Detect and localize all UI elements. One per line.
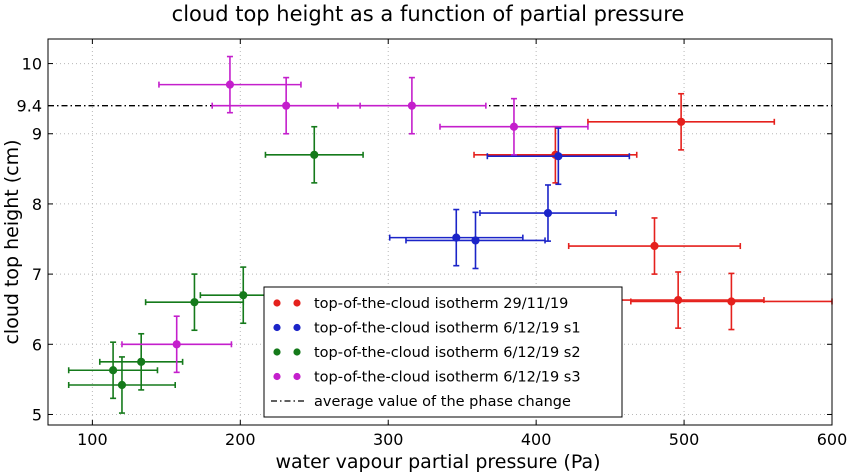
y-tick-label: 5 — [32, 405, 42, 424]
point-marker — [225, 80, 235, 89]
axis-ticks: 100 200 300 400 500 600 5 6 7 8 9 10 — [22, 39, 848, 449]
point-marker — [407, 101, 416, 110]
legend-box — [263, 286, 623, 418]
legend-marker — [273, 323, 281, 332]
legend-item: top-of-the-cloud isotherm 6/12/19 s1 — [273, 321, 581, 337]
point-marker — [172, 340, 181, 349]
point-marker — [677, 117, 686, 126]
y-tick-label: 8 — [32, 195, 42, 214]
point-marker — [674, 295, 683, 305]
data-point — [211, 76, 361, 135]
y-axis-label: cloud top height (cm) — [1, 139, 23, 344]
data-series — [67, 55, 833, 414]
data-point — [337, 76, 487, 135]
point-marker — [282, 101, 291, 110]
legend-item: average value of the phase change — [271, 394, 571, 410]
data-point — [439, 97, 589, 156]
x-tick-label: 200 — [225, 430, 256, 449]
x-tick-label: 300 — [373, 430, 404, 449]
data-point — [121, 315, 233, 374]
legend-item: top-of-the-cloud isotherm 6/12/19 s2 — [273, 345, 581, 361]
data-point — [405, 211, 546, 270]
x-tick-label: 600 — [817, 430, 848, 449]
y-tick-label: 10 — [22, 55, 42, 74]
data-point — [479, 184, 617, 242]
data-point — [486, 127, 631, 186]
legend-label: top-of-the-cloud isotherm 29/11/19 — [314, 296, 568, 312]
data-point — [158, 55, 302, 114]
data-point — [67, 341, 159, 400]
legend-marker — [293, 372, 301, 381]
data-point — [67, 356, 177, 414]
plot-frame — [47, 38, 833, 426]
x-tick-label: 100 — [77, 430, 108, 449]
legend-marker — [273, 348, 281, 356]
point-marker — [471, 236, 480, 245]
legend-marker — [273, 372, 281, 381]
point-marker — [650, 241, 659, 251]
data-point — [388, 208, 524, 267]
y-tick-label: 6 — [32, 335, 42, 354]
legend-item: top-of-the-cloud isotherm 29/11/19 — [273, 296, 568, 312]
point-marker — [117, 380, 127, 390]
series-3 — [67, 125, 364, 414]
legend-marker — [293, 323, 301, 332]
legend: top-of-the-cloud isotherm 29/11/19 top-of… — [263, 286, 623, 418]
point-marker — [239, 291, 248, 300]
data-point — [264, 125, 364, 184]
x-axis-label: water vapour partial pressure (Pa) — [275, 451, 600, 473]
legend-label: top-of-the-cloud isotherm 6/12/19 s3 — [314, 370, 581, 386]
data-point — [144, 273, 245, 332]
legend-marker — [293, 299, 301, 307]
point-marker — [137, 357, 146, 366]
chart-title: cloud top height as a function of partia… — [172, 2, 685, 26]
point-marker — [727, 297, 736, 306]
point-marker — [310, 150, 319, 159]
reference-line-label: 9.4 — [17, 97, 42, 116]
data-point — [567, 217, 742, 275]
point-marker — [509, 122, 519, 131]
x-tick-label: 400 — [521, 430, 552, 449]
legend-label: average value of the phase change — [314, 394, 571, 410]
point-marker — [190, 298, 199, 307]
y-tick-label: 9 — [32, 125, 42, 144]
y-tick-label: 7 — [32, 265, 42, 284]
legend-marker — [273, 299, 281, 307]
legend-label: top-of-the-cloud isotherm 6/12/19 s2 — [314, 345, 581, 361]
series-2 — [388, 127, 631, 270]
point-marker — [554, 152, 563, 161]
legend-item: top-of-the-cloud isotherm 6/12/19 s3 — [273, 370, 581, 386]
point-marker — [108, 366, 118, 375]
data-point — [630, 272, 833, 331]
point-marker — [543, 208, 553, 218]
data-point — [199, 266, 287, 325]
legend-marker — [293, 348, 301, 356]
data-point — [587, 92, 776, 151]
legend-label: top-of-the-cloud isotherm 6/12/19 s1 — [314, 321, 581, 337]
series-1 — [473, 92, 833, 331]
series-4 — [121, 55, 589, 374]
x-tick-label: 500 — [669, 430, 700, 449]
